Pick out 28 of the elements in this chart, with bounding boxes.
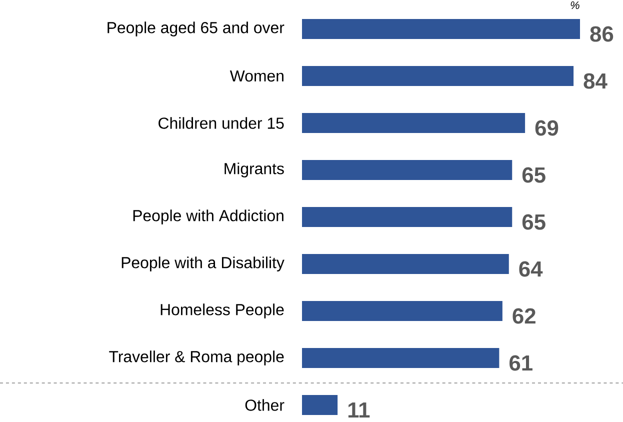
- bar: [302, 301, 502, 321]
- y-tick-label: People with Addiction: [133, 210, 284, 224]
- bar: [302, 254, 509, 274]
- bar: [302, 113, 526, 133]
- annotation: %: [570, 1, 580, 10]
- data-label: 62: [512, 308, 536, 324]
- bar: [302, 207, 512, 227]
- y-tick-label: Homeless People: [160, 304, 284, 318]
- bar: [302, 395, 338, 415]
- y-tick-label: Women: [230, 70, 284, 82]
- data-label: 61: [510, 355, 532, 371]
- data-label: 64: [519, 261, 543, 277]
- y-tick-label: People aged 65 and over: [108, 22, 284, 36]
- bar: [302, 348, 500, 368]
- bar: [302, 19, 580, 39]
- data-label: 69: [535, 120, 558, 136]
- bar: [302, 160, 512, 180]
- data-label: 84: [584, 73, 608, 89]
- bar: [302, 66, 574, 86]
- y-tick-label: Traveller & Roma people: [109, 350, 284, 366]
- y-tick-label: People with a Disability: [122, 256, 284, 272]
- data-label: 86: [590, 26, 614, 42]
- y-tick-label: Other: [245, 399, 284, 411]
- data-label: 11: [348, 402, 370, 418]
- y-tick-label: Migrants: [224, 162, 284, 178]
- data-label: 65: [522, 167, 546, 183]
- data-label: 65: [522, 214, 546, 230]
- y-tick-label: Children under 15: [158, 117, 284, 129]
